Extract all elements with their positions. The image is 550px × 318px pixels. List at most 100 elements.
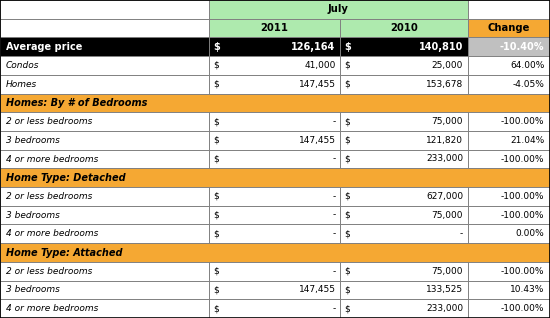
Text: $: $ xyxy=(213,267,219,276)
Bar xyxy=(209,75,340,93)
Bar xyxy=(0,56,209,75)
Bar xyxy=(0,0,209,19)
Text: $: $ xyxy=(344,42,351,52)
Bar xyxy=(340,112,468,131)
Text: 2 or less bedrooms: 2 or less bedrooms xyxy=(6,117,92,126)
Text: 233,000: 233,000 xyxy=(426,304,463,313)
Bar xyxy=(468,206,550,225)
Text: -100.00%: -100.00% xyxy=(501,267,544,276)
Text: $: $ xyxy=(213,42,220,52)
Text: 4 or more bedrooms: 4 or more bedrooms xyxy=(6,304,98,313)
Bar xyxy=(209,262,340,280)
Bar xyxy=(0,280,209,299)
Text: 2011: 2011 xyxy=(261,23,288,33)
Text: -: - xyxy=(332,117,336,126)
Text: 121,820: 121,820 xyxy=(426,136,463,145)
Text: $: $ xyxy=(213,192,219,201)
Bar xyxy=(468,112,550,131)
Text: 2 or less bedrooms: 2 or less bedrooms xyxy=(6,267,92,276)
Bar xyxy=(340,225,468,243)
Bar xyxy=(468,299,550,318)
Bar xyxy=(340,56,468,75)
Text: Home Type: Detached: Home Type: Detached xyxy=(6,173,125,183)
Bar xyxy=(340,19,468,38)
Text: $: $ xyxy=(344,117,350,126)
Bar xyxy=(0,93,550,112)
Text: -: - xyxy=(332,155,336,163)
Text: -10.40%: -10.40% xyxy=(500,42,544,52)
Text: -: - xyxy=(332,192,336,201)
Bar xyxy=(340,38,468,56)
Bar xyxy=(468,225,550,243)
Bar xyxy=(209,19,340,38)
Text: -: - xyxy=(332,229,336,238)
Bar xyxy=(209,187,340,206)
Bar xyxy=(0,38,209,56)
Bar xyxy=(340,131,468,150)
Bar xyxy=(0,225,209,243)
Bar xyxy=(0,75,209,93)
Text: $: $ xyxy=(344,286,350,294)
Text: $: $ xyxy=(213,229,219,238)
Text: 3 bedrooms: 3 bedrooms xyxy=(6,286,59,294)
Text: 233,000: 233,000 xyxy=(426,155,463,163)
Text: 4 or more bedrooms: 4 or more bedrooms xyxy=(6,229,98,238)
Text: $: $ xyxy=(344,192,350,201)
Text: -100.00%: -100.00% xyxy=(501,304,544,313)
Text: $: $ xyxy=(213,61,219,70)
Bar xyxy=(209,280,340,299)
Text: -4.05%: -4.05% xyxy=(513,80,544,89)
Text: 41,000: 41,000 xyxy=(304,61,336,70)
Bar xyxy=(209,206,340,225)
Text: 3 bedrooms: 3 bedrooms xyxy=(6,136,59,145)
Bar xyxy=(0,262,209,280)
Bar xyxy=(340,150,468,168)
Text: 153,678: 153,678 xyxy=(426,80,463,89)
Text: 0.00%: 0.00% xyxy=(516,229,544,238)
Text: Condos: Condos xyxy=(6,61,39,70)
Bar xyxy=(0,243,550,262)
Text: $: $ xyxy=(213,304,219,313)
Text: 2 or less bedrooms: 2 or less bedrooms xyxy=(6,192,92,201)
Text: $: $ xyxy=(213,286,219,294)
Text: 140,810: 140,810 xyxy=(419,42,463,52)
Text: 3 bedrooms: 3 bedrooms xyxy=(6,211,59,220)
Text: -100.00%: -100.00% xyxy=(501,211,544,220)
Bar xyxy=(468,75,550,93)
Bar xyxy=(468,280,550,299)
Text: $: $ xyxy=(213,136,219,145)
Bar xyxy=(340,187,468,206)
Bar xyxy=(340,280,468,299)
Text: 627,000: 627,000 xyxy=(426,192,463,201)
Text: 147,455: 147,455 xyxy=(299,136,336,145)
Text: 64.00%: 64.00% xyxy=(510,61,544,70)
Text: Home Type: Attached: Home Type: Attached xyxy=(6,247,122,258)
Bar xyxy=(468,56,550,75)
Text: 4 or more bedrooms: 4 or more bedrooms xyxy=(6,155,98,163)
Text: $: $ xyxy=(344,211,350,220)
Bar xyxy=(0,206,209,225)
Bar xyxy=(468,262,550,280)
Text: Change: Change xyxy=(487,23,530,33)
Text: Homes: By # of Bedrooms: Homes: By # of Bedrooms xyxy=(6,98,147,108)
Text: 126,164: 126,164 xyxy=(292,42,336,52)
Bar xyxy=(468,19,550,38)
Text: $: $ xyxy=(344,267,350,276)
Text: -: - xyxy=(332,267,336,276)
Bar xyxy=(209,56,340,75)
Text: 133,525: 133,525 xyxy=(426,286,463,294)
Text: $: $ xyxy=(344,304,350,313)
Text: -100.00%: -100.00% xyxy=(501,192,544,201)
Bar xyxy=(0,131,209,150)
Text: $: $ xyxy=(213,117,219,126)
Bar xyxy=(0,187,209,206)
Text: $: $ xyxy=(213,155,219,163)
Bar xyxy=(209,38,340,56)
Text: -: - xyxy=(460,229,463,238)
Bar xyxy=(209,131,340,150)
Text: -: - xyxy=(332,211,336,220)
Bar xyxy=(468,187,550,206)
Text: 75,000: 75,000 xyxy=(432,267,463,276)
Text: 75,000: 75,000 xyxy=(432,211,463,220)
Bar xyxy=(468,150,550,168)
